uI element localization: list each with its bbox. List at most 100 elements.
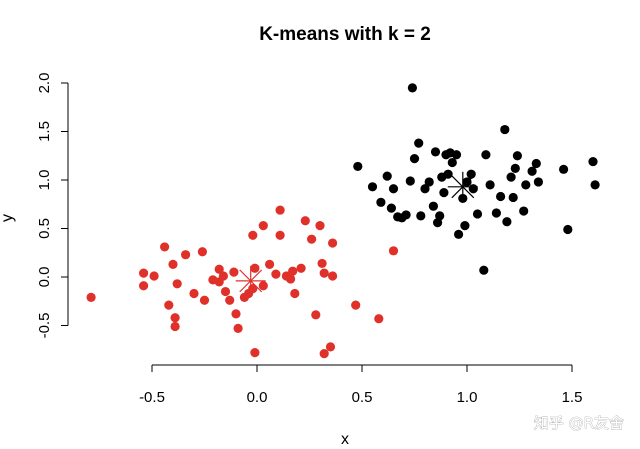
cluster-1-point <box>168 259 178 269</box>
cluster-2-point <box>563 224 573 235</box>
cluster-2-point <box>479 265 489 275</box>
cluster-1-point <box>271 269 281 279</box>
cluster-2-point <box>559 164 569 174</box>
cluster-1-point <box>229 267 239 277</box>
cluster-2-point <box>382 171 392 181</box>
cluster-1-point <box>319 349 329 359</box>
cluster-1-point <box>325 342 336 352</box>
cluster-1-point <box>231 309 241 319</box>
y-tick-label: 1.0 <box>36 170 53 191</box>
chart-title: K-means with k = 2 <box>259 24 431 45</box>
watermark: 知乎 @R友舍 <box>534 414 624 432</box>
cluster-1-point <box>317 258 327 269</box>
y-tick-label: 2.0 <box>36 73 53 94</box>
centroid-layer <box>235 171 478 296</box>
cluster-1-point <box>218 271 228 281</box>
cluster-1-point <box>250 263 260 273</box>
y-axis-label: y <box>0 214 16 222</box>
x-axis-label: x <box>341 431 349 448</box>
cluster-2-point <box>353 161 363 172</box>
cluster-1-point <box>197 247 207 257</box>
cluster-1-point <box>328 271 338 281</box>
cluster-2-point <box>533 177 544 187</box>
cluster-1-point <box>170 313 180 323</box>
cluster-2-point <box>443 169 453 179</box>
cluster-2-point <box>435 211 445 221</box>
cluster-1-point <box>311 310 321 320</box>
cluster-2-point <box>386 203 396 213</box>
cluster-2-point <box>454 229 464 239</box>
cluster-1-point <box>290 288 300 299</box>
cluster-2-point <box>502 217 512 227</box>
cluster-2-point <box>439 188 449 198</box>
points-layer <box>86 83 600 359</box>
cluster-1-point <box>286 274 296 284</box>
cluster-1-point <box>199 295 210 305</box>
cluster-2-point <box>466 169 476 179</box>
y-tick-label: 0.5 <box>36 218 53 239</box>
cluster-1-point <box>189 288 199 299</box>
cluster-1-point <box>181 250 191 260</box>
cluster-1-point <box>214 264 224 274</box>
cluster-1-point <box>258 281 268 291</box>
cluster-2-point <box>367 182 378 192</box>
y-tick-label: -0.5 <box>36 313 53 339</box>
cluster-1-point <box>258 220 268 231</box>
cluster-1-point <box>139 268 149 278</box>
cluster-2-point <box>496 191 506 202</box>
cluster-1-point <box>248 230 258 240</box>
cluster-1-point <box>351 300 361 310</box>
cluster-1-point <box>225 295 235 305</box>
cluster-2-point <box>376 197 386 207</box>
cluster-2-point <box>460 220 470 231</box>
cluster-1-point <box>315 220 325 231</box>
cluster-2-point <box>512 151 523 161</box>
cluster-1-point <box>319 268 329 278</box>
cluster-2-centroid <box>447 171 478 202</box>
cluster-2-point <box>405 176 415 186</box>
x-tick-label: -0.5 <box>139 389 165 406</box>
cluster-1-point <box>275 230 285 240</box>
cluster-1-point <box>149 271 159 281</box>
cluster-1-point <box>275 205 285 215</box>
cluster-1-point <box>288 266 298 276</box>
x-tick-label: 1.5 <box>562 389 583 406</box>
cluster-1-point <box>86 292 96 302</box>
cluster-2-point <box>401 210 411 220</box>
cluster-2-point <box>388 184 399 194</box>
x-axis: -0.5 0.0 0.5 1.0 1.5 <box>139 364 583 406</box>
centroid-stroke <box>451 175 475 199</box>
cluster-1-centroid <box>235 265 266 296</box>
cluster-2-point <box>409 154 420 164</box>
centroid-stroke <box>239 269 263 293</box>
cluster-2-point <box>428 201 438 211</box>
cluster-2-point <box>588 156 598 167</box>
cluster-1-point <box>160 242 170 252</box>
cluster-1-point <box>164 300 174 310</box>
cluster-2-point <box>521 180 531 190</box>
cluster-1-point <box>233 323 243 334</box>
cluster-2-point <box>468 184 478 194</box>
cluster-2-point <box>506 172 516 182</box>
cluster-2-point <box>416 211 426 221</box>
cluster-2-point <box>407 83 417 93</box>
cluster-2-point <box>424 177 434 187</box>
cluster-1-point <box>265 259 275 269</box>
y-tick-label: 1.5 <box>36 121 53 142</box>
cluster-2-point <box>531 158 541 169</box>
cluster-2-point <box>527 166 537 176</box>
cluster-2-point <box>420 184 430 194</box>
cluster-2-point <box>414 138 424 148</box>
cluster-1-point <box>172 279 182 289</box>
cluster-2-point <box>508 192 518 203</box>
cluster-1-point <box>300 216 310 226</box>
x-tick-label: 0.0 <box>247 389 268 406</box>
cluster-2-point <box>500 124 510 135</box>
cluster-1-point <box>296 263 306 273</box>
cluster-1-point <box>328 238 338 248</box>
cluster-1-point <box>250 348 260 358</box>
cluster-1-point <box>220 286 231 297</box>
cluster-2-point <box>485 180 495 190</box>
cluster-2-point <box>519 206 529 216</box>
